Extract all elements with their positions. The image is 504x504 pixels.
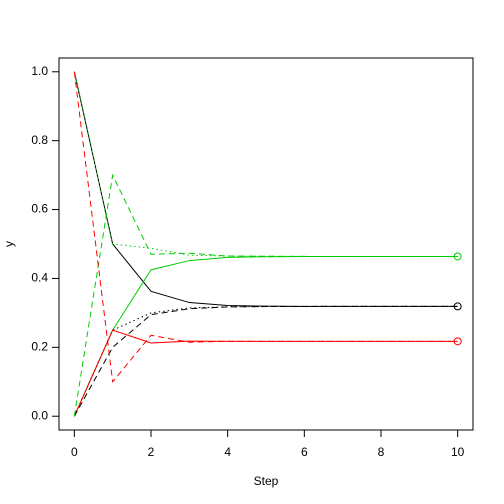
x-tick-label: 4 [224,445,231,459]
end-marker [453,302,462,311]
y-axis-title: y [2,241,16,247]
series-line [73,173,458,417]
end-marker [453,252,462,261]
y-tick-label: 0.4 [31,271,48,285]
y-tick-label: 1.0 [31,64,48,78]
plot-box [58,57,474,431]
x-tick-label: 10 [451,445,465,459]
x-tick-label: 2 [148,445,155,459]
series-line [73,329,458,417]
y-tick-label: 0.8 [31,133,48,147]
series-line [73,71,458,307]
series-line [73,305,458,417]
end-marker [453,337,462,346]
series-line [73,71,458,257]
x-tick-label: 0 [71,445,78,459]
x-tick-label: 8 [378,445,385,459]
x-axis-title: Step [254,474,279,488]
y-tick-label: 0.6 [31,202,48,216]
series-line [73,305,458,417]
y-tick-label: 0.0 [31,408,48,422]
y-tick-label: 0.2 [31,340,48,354]
series-line [73,329,458,417]
series-line [73,71,458,383]
x-tick-label: 6 [301,445,308,459]
